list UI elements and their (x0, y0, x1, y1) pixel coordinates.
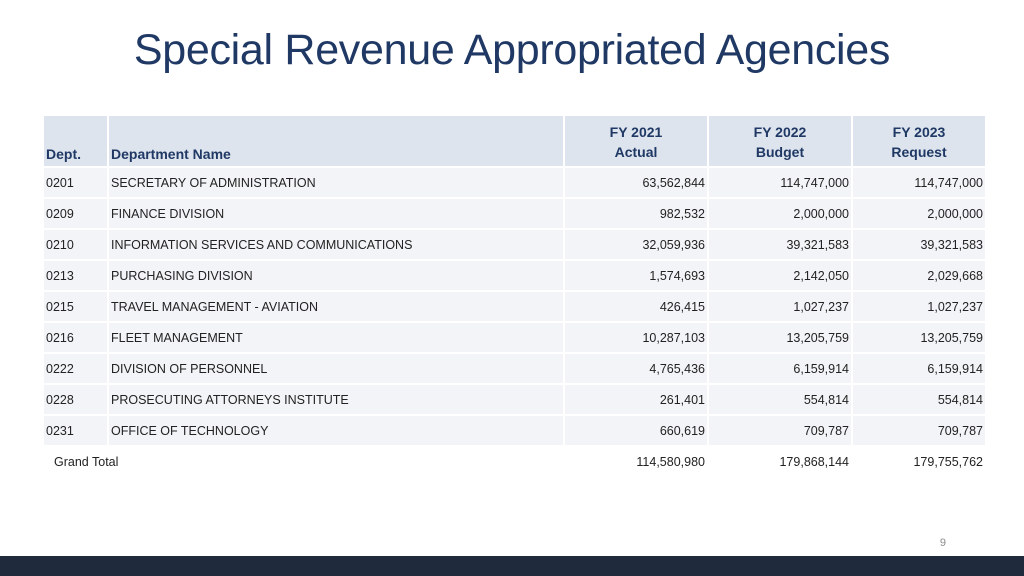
header-department-name: Department Name (108, 116, 565, 168)
header-fy2022-type: Budget (755, 144, 805, 160)
footer-bar (0, 556, 1024, 576)
fy2022-value: 39,321,583 (708, 229, 853, 261)
fy2023-value: 39,321,583 (852, 229, 987, 261)
fy2022-value: 2,142,050 (708, 260, 853, 292)
dept-code: 0209 (44, 198, 109, 230)
fy2022-value: 554,814 (708, 384, 853, 416)
fy2022-value: 1,027,237 (708, 291, 853, 323)
grand-total-fy2022: 179,868,144 (708, 446, 853, 478)
table-header-row: Dept. Department Name FY 2021 Actual FY … (44, 116, 987, 168)
table-row: 0216 FLEET MANAGEMENT 10,287,103 13,205,… (44, 322, 987, 354)
dept-code: 0201 (44, 167, 109, 199)
fy2021-value: 426,415 (564, 291, 709, 323)
dept-code: 0213 (44, 260, 109, 292)
department-name: PURCHASING DIVISION (108, 260, 565, 292)
header-fy2023-year: FY 2023 (892, 124, 946, 140)
header-fy2021: FY 2021 Actual (564, 116, 709, 168)
fy2023-value: 1,027,237 (852, 291, 987, 323)
header-fy2022: FY 2022 Budget (708, 116, 853, 168)
page-number: 9 (939, 537, 946, 549)
table-row: 0231 OFFICE OF TECHNOLOGY 660,619 709,78… (44, 415, 987, 447)
department-name: DIVISION OF PERSONNEL (108, 353, 565, 385)
header-fy2021-year: FY 2021 (609, 124, 663, 140)
department-name: OFFICE OF TECHNOLOGY (108, 415, 565, 447)
fy2022-value: 6,159,914 (708, 353, 853, 385)
table-row: 0228 PROSECUTING ATTORNEYS INSTITUTE 261… (44, 384, 987, 416)
fy2023-value: 13,205,759 (852, 322, 987, 354)
table-row: 0222 DIVISION OF PERSONNEL 4,765,436 6,1… (44, 353, 987, 385)
fy2021-value: 982,532 (564, 198, 709, 230)
fy2022-value: 2,000,000 (708, 198, 853, 230)
table-row: 0210 INFORMATION SERVICES AND COMMUNICAT… (44, 229, 987, 261)
dept-code: 0215 (44, 291, 109, 323)
department-name: PROSECUTING ATTORNEYS INSTITUTE (108, 384, 565, 416)
grand-total-fy2023: 179,755,762 (852, 446, 987, 478)
department-name: SECRETARY OF ADMINISTRATION (108, 167, 565, 199)
fy2021-value: 32,059,936 (564, 229, 709, 261)
table-row: 0215 TRAVEL MANAGEMENT - AVIATION 426,41… (44, 291, 987, 323)
table-row: 0209 FINANCE DIVISION 982,532 2,000,000 … (44, 198, 987, 230)
fy2022-value: 114,747,000 (708, 167, 853, 199)
dept-code: 0216 (44, 322, 109, 354)
header-fy2023: FY 2023 Request (852, 116, 987, 168)
fy2023-value: 709,787 (852, 415, 987, 447)
department-name: FINANCE DIVISION (108, 198, 565, 230)
grand-total-fy2021: 114,580,980 (564, 446, 709, 478)
fy2022-value: 13,205,759 (708, 322, 853, 354)
fy2021-value: 10,287,103 (564, 322, 709, 354)
fy2021-value: 261,401 (564, 384, 709, 416)
department-name: FLEET MANAGEMENT (108, 322, 565, 354)
header-fy2022-year: FY 2022 (753, 124, 807, 140)
dept-code: 0222 (44, 353, 109, 385)
table-row: 0213 PURCHASING DIVISION 1,574,693 2,142… (44, 260, 987, 292)
fy2021-value: 660,619 (564, 415, 709, 447)
fy2023-value: 2,029,668 (852, 260, 987, 292)
agency-table: Dept. Department Name FY 2021 Actual FY … (44, 116, 987, 478)
department-name: INFORMATION SERVICES AND COMMUNICATIONS (108, 229, 565, 261)
fy2021-value: 4,765,436 (564, 353, 709, 385)
header-fy2023-type: Request (891, 144, 947, 160)
fy2023-value: 554,814 (852, 384, 987, 416)
fy2023-value: 2,000,000 (852, 198, 987, 230)
header-fy2021-type: Actual (614, 144, 658, 160)
grand-total-label: Grand Total (44, 446, 565, 478)
fy2023-value: 114,747,000 (852, 167, 987, 199)
dept-code: 0228 (44, 384, 109, 416)
header-dept: Dept. (44, 116, 109, 168)
fy2021-value: 1,574,693 (564, 260, 709, 292)
fy2022-value: 709,787 (708, 415, 853, 447)
fy2021-value: 63,562,844 (564, 167, 709, 199)
department-name: TRAVEL MANAGEMENT - AVIATION (108, 291, 565, 323)
page-title: Special Revenue Appropriated Agencies (133, 26, 891, 74)
fy2023-value: 6,159,914 (852, 353, 987, 385)
table-row: 0201 SECRETARY OF ADMINISTRATION 63,562,… (44, 167, 987, 199)
dept-code: 0231 (44, 415, 109, 447)
grand-total-row: Grand Total 114,580,980 179,868,144 179,… (44, 446, 987, 478)
dept-code: 0210 (44, 229, 109, 261)
